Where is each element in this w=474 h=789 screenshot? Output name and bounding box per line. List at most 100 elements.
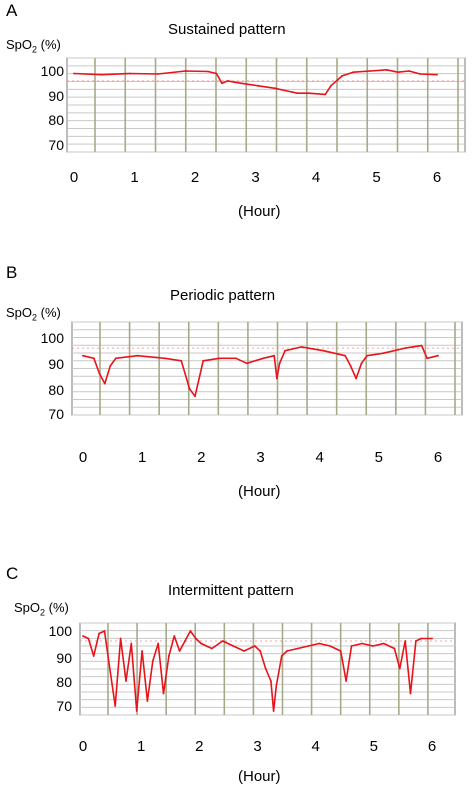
data-point [128, 72, 131, 75]
data-point [136, 354, 139, 357]
data-point [257, 84, 260, 87]
x-tick-label: 6 [432, 169, 442, 186]
panel-b: B Periodic pattern SpO2 (%) (Hour) 100 90… [0, 262, 474, 525]
data-point [125, 680, 127, 682]
data-point [420, 637, 423, 640]
data-point [226, 80, 229, 82]
data-point [235, 357, 237, 360]
y-axis-label: SpO2 (%) [6, 305, 61, 323]
data-point [404, 640, 407, 642]
data-point [264, 667, 267, 670]
x-tick-label: 2 [190, 169, 200, 186]
data-point [349, 365, 352, 367]
x-tick-label: 6 [427, 738, 437, 755]
data-point [151, 660, 154, 662]
data-point [420, 344, 423, 347]
plot-area [66, 57, 466, 153]
data-point [101, 73, 103, 76]
data-point [272, 710, 275, 712]
data-point [93, 357, 95, 360]
data-point [221, 640, 224, 642]
data-point [385, 68, 388, 71]
data-point [211, 647, 213, 650]
data-point [382, 352, 385, 355]
y-axis-label: SpO2 (%) [6, 37, 61, 55]
y-tick-label: 70 [56, 698, 72, 714]
data-point [345, 680, 347, 682]
data-point [404, 347, 407, 349]
data-point [221, 82, 223, 85]
data-point [408, 70, 410, 72]
data-point [341, 75, 343, 77]
data-point [189, 630, 192, 632]
data-point [141, 650, 144, 652]
data-point [119, 637, 122, 640]
y-tick-label: 90 [48, 356, 64, 372]
data-point [82, 635, 84, 637]
data-point [215, 72, 218, 75]
data-point [73, 72, 75, 75]
panel-letter: B [6, 263, 18, 282]
x-tick-label: 3 [253, 738, 262, 755]
data-point [276, 377, 278, 380]
x-axis-label: (Hour) [238, 483, 281, 500]
data-point [382, 642, 385, 645]
panel-c: C Intermittent pattern SpO2 (%) (Hour) 1… [0, 525, 474, 788]
data-point [436, 73, 438, 76]
data-point [98, 372, 101, 375]
x-tick-label: 4 [311, 738, 320, 755]
data-point [296, 647, 299, 650]
data-point [200, 642, 203, 645]
data-point [329, 645, 331, 647]
plot-area [71, 321, 463, 416]
series-line [82, 630, 432, 712]
data-point [273, 354, 276, 357]
data-point [180, 359, 183, 362]
y-tick-label: 90 [48, 88, 64, 104]
data-point [419, 73, 422, 75]
data-point [426, 357, 428, 360]
data-point [274, 87, 276, 90]
data-point [437, 354, 439, 357]
data-point [178, 650, 181, 652]
data-point [103, 630, 106, 632]
data-point [114, 357, 117, 360]
data-point [135, 710, 138, 712]
data-point [202, 359, 205, 362]
data-point [98, 632, 100, 635]
data-point [339, 650, 342, 652]
plot-area [79, 622, 456, 716]
x-tick-label: 2 [197, 449, 206, 466]
data-point [108, 667, 111, 670]
y-tick-label: 70 [48, 406, 64, 422]
y-tick-label: 100 [40, 63, 64, 79]
data-point [409, 692, 412, 695]
x-tick-label: 5 [374, 449, 383, 466]
data-point [87, 637, 90, 640]
data-point [270, 680, 272, 682]
y-tick-label: 80 [48, 382, 64, 398]
data-point [350, 645, 353, 647]
x-tick-label: 1 [137, 449, 147, 466]
chart-title: Sustained pattern [168, 21, 286, 38]
data-point [253, 645, 256, 647]
data-point [324, 93, 327, 96]
data-point [275, 685, 278, 687]
x-tick-label: 1 [136, 738, 146, 755]
x-axis-label: (Hour) [238, 768, 281, 785]
y-tick-label: 100 [40, 330, 64, 346]
y-tick-label: 80 [56, 674, 72, 690]
data-point [318, 642, 321, 645]
panel-letter: C [6, 564, 19, 583]
x-tick-label: 5 [369, 738, 378, 755]
data-point [262, 357, 265, 360]
data-point [296, 92, 299, 95]
data-point [162, 692, 165, 695]
y-tick-label: 70 [48, 137, 64, 153]
y-tick-label: 100 [48, 623, 72, 639]
data-point [194, 395, 196, 398]
chart-title: Intermittent pattern [168, 582, 294, 599]
series-line [82, 344, 439, 398]
data-point [393, 647, 396, 650]
data-point [218, 357, 221, 360]
